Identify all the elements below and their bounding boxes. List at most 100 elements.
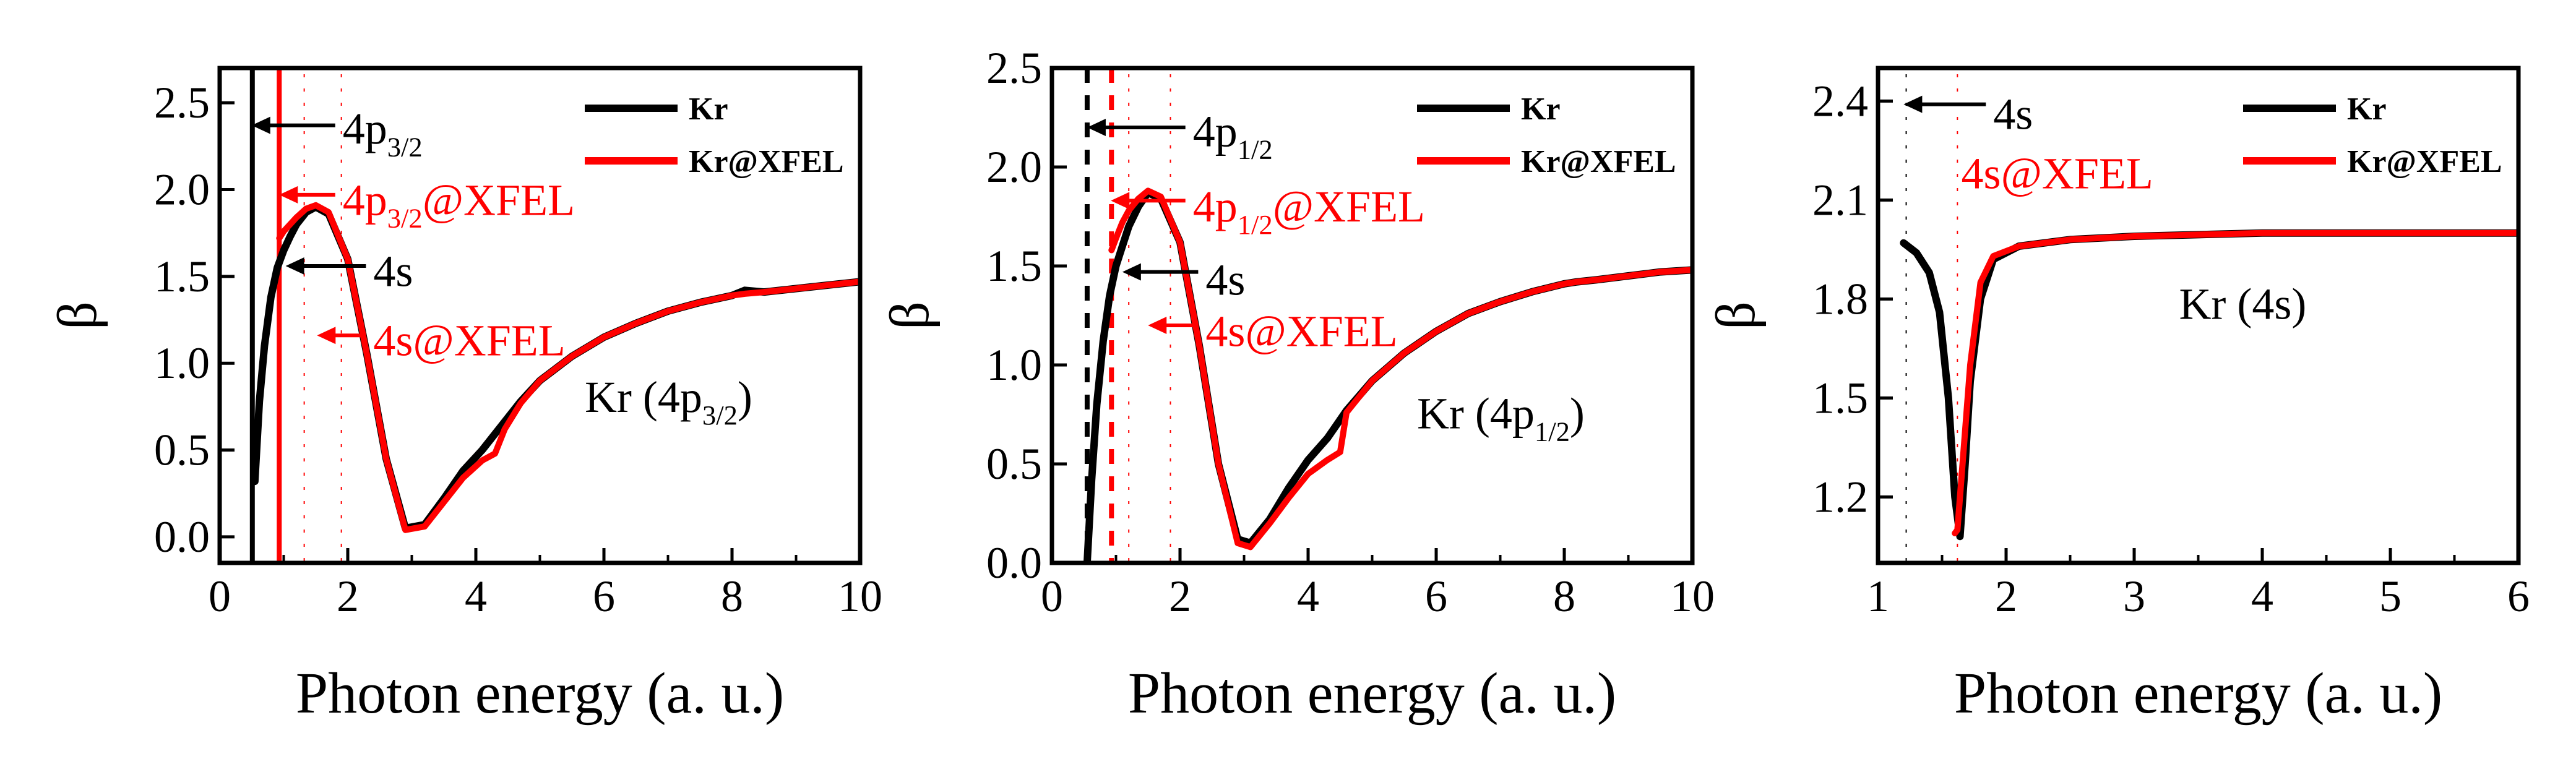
x-tick-label: 10: [838, 572, 882, 621]
annotation-label: 4p1/2: [1193, 106, 1273, 165]
annotation-label-subscript: 3/2: [387, 202, 423, 233]
x-tick-label: 4: [465, 572, 487, 621]
x-axis-title: Photon energy (a. u.): [1954, 661, 2442, 726]
panel-4p32: 0 2 4 6 8 10 0.0 0.5 1.0 1.5 2.0 2.5 Photon energy (…: [47, 66, 882, 726]
x-tick-label: 6: [2507, 572, 2530, 621]
x-tick-label: 2: [1995, 572, 2017, 621]
annotation-label: 4s: [1993, 90, 2033, 139]
annotation-label-main: 4s@XFEL: [1205, 307, 1397, 356]
x-tick-label: 2: [337, 572, 359, 621]
y-axis-title: β: [1705, 301, 1767, 330]
annotation-label-main: 4s: [1205, 255, 1245, 304]
annotation-label: 4s: [373, 246, 413, 296]
annotation-label: 4s: [1205, 255, 1245, 304]
annotation-arrow-head: [1122, 263, 1141, 281]
annotation-label: 4p3/2: [343, 104, 423, 162]
y-tick-label: 0.0: [986, 538, 1042, 588]
annotation-label: 4s@XFEL: [373, 316, 565, 366]
annotation-arrow-head: [1087, 119, 1106, 136]
y-tick-label: 0.0: [154, 512, 210, 562]
y-tick-label: 1.8: [1812, 274, 1868, 324]
panel-4p12: 0 2 4 6 8 10 0.0 0.5 1.0 1.5 2.0 2.5 Photon energy (…: [879, 43, 1715, 726]
x-axis-title: Photon energy (a. u.): [1128, 661, 1616, 726]
legend-label: Kr: [689, 92, 728, 127]
annotation-arrow-head: [1111, 192, 1130, 210]
x-tick-label: 8: [1553, 572, 1575, 621]
panel-label-tail: ): [738, 372, 752, 422]
x-tick-label: 8: [721, 572, 743, 621]
y-tick-label: 1.2: [1812, 472, 1868, 521]
annotation-label-subscript: 3/2: [387, 131, 423, 162]
annotation-label-main: 4p: [343, 104, 387, 153]
annotation-arrow-head: [1148, 317, 1167, 334]
series-line-kr: [1083, 189, 1692, 563]
annotation-arrow-head: [279, 186, 298, 204]
x-tick-label: 1: [1867, 572, 1889, 621]
annotation-arrow-head: [317, 327, 336, 345]
legend-label: Kr@XFEL: [2347, 144, 2502, 179]
y-tick-label: 0.5: [986, 439, 1042, 489]
y-tick-label: 1.5: [1812, 373, 1868, 422]
series-line-kr: [1900, 229, 2518, 541]
y-tick-label: 2.1: [1812, 175, 1868, 225]
annotation-label-main: 4p: [343, 175, 387, 225]
annotation-label: 4s@XFEL: [1962, 149, 2153, 199]
annotation-label-tail: @XFEL: [423, 175, 575, 225]
annotation-label: 4s@XFEL: [1205, 307, 1397, 356]
series-line-kr-xfel: [276, 202, 860, 533]
x-tick-label: 0: [209, 572, 231, 621]
annotation-label-main: 4p: [1193, 182, 1238, 231]
y-tick-label: 2.0: [154, 165, 210, 214]
panel-label-main: Kr (4p: [585, 372, 702, 422]
legend-label: Kr@XFEL: [689, 144, 844, 179]
annotation-arrow-head: [251, 116, 270, 134]
x-tick-label: 0: [1041, 572, 1063, 621]
y-tick-label: 2.5: [986, 43, 1042, 93]
x-tick-label: 2: [1169, 572, 1191, 621]
annotation-arrow-head: [1903, 95, 1923, 113]
panel-label-main: Kr (4s): [2179, 279, 2306, 328]
legend-label: Kr: [2347, 92, 2387, 127]
legend-label: Kr@XFEL: [1521, 144, 1676, 179]
annotation-label: 4p3/2@XFEL: [343, 175, 575, 233]
panel-label: Kr (4s): [2179, 279, 2306, 328]
y-tick-label: 1.5: [986, 241, 1042, 291]
x-tick-label: 4: [2251, 572, 2273, 621]
annotation-arrow-head: [285, 257, 304, 275]
panel-label-subscript: 3/2: [702, 400, 738, 431]
x-tick-label: 5: [2379, 572, 2402, 621]
series-line-kr-xfel: [1108, 187, 1692, 551]
y-tick-label: 1.5: [154, 252, 210, 301]
panel-label-main: Kr (4p: [1417, 388, 1535, 438]
annotation-label-main: 4s: [1993, 90, 2033, 139]
panel-label-subscript: 1/2: [1535, 416, 1570, 447]
x-tick-label: 4: [1297, 572, 1319, 621]
y-tick-label: 2.4: [1812, 76, 1868, 126]
y-tick-label: 2.5: [154, 78, 210, 127]
y-axis-title: β: [879, 301, 941, 330]
y-tick-label: 1.0: [154, 338, 210, 388]
y-tick-label: 1.0: [986, 340, 1042, 390]
panel-label-tail: ): [1570, 388, 1585, 438]
panel-label: Kr (4p3/2): [585, 372, 752, 431]
y-tick-label: 0.5: [154, 426, 210, 475]
x-tick-label: 10: [1670, 572, 1715, 621]
x-axis-title: Photon energy (a. u.): [296, 661, 784, 726]
x-tick-label: 6: [1425, 572, 1447, 621]
annotation-label-main: 4s@XFEL: [373, 316, 565, 366]
annotation-label-subscript: 1/2: [1238, 134, 1273, 165]
panel-label: Kr (4p1/2): [1417, 388, 1585, 447]
series-line-kr-xfel: [1952, 229, 2518, 536]
annotation-label: 4p1/2@XFEL: [1193, 182, 1425, 240]
annotation-label-subscript: 1/2: [1238, 209, 1273, 240]
x-tick-label: 6: [593, 572, 615, 621]
x-tick-label: 3: [2123, 572, 2145, 621]
legend-label: Kr: [1521, 92, 1561, 127]
annotation-label-main: 4s@XFEL: [1962, 149, 2153, 199]
y-axis-title: β: [47, 301, 108, 330]
annotation-label-tail: @XFEL: [1273, 182, 1425, 231]
panel-4s: 1 2 3 4 5 6 1.2 1.5 1.8 2.1 2.4 Photon energy (a. u…: [1705, 66, 2530, 726]
y-tick-label: 2.0: [986, 142, 1042, 192]
annotation-label-main: 4p: [1193, 106, 1238, 156]
